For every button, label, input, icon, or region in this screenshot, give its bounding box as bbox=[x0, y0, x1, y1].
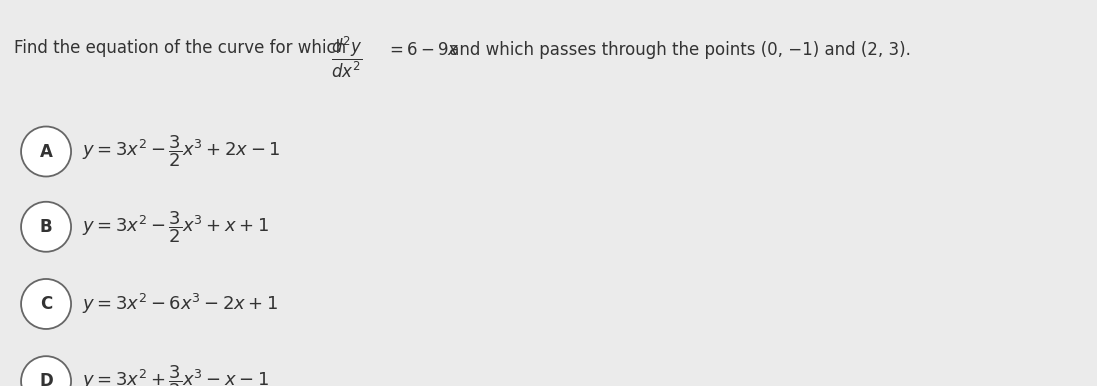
Text: D: D bbox=[39, 372, 53, 386]
Ellipse shape bbox=[21, 127, 71, 176]
Ellipse shape bbox=[21, 356, 71, 386]
Text: $y=3x^2-6x^3-2x+1$: $y=3x^2-6x^3-2x+1$ bbox=[82, 292, 279, 316]
Text: $y=3x^2-\dfrac{3}{2}x^3+x+1$: $y=3x^2-\dfrac{3}{2}x^3+x+1$ bbox=[82, 209, 269, 245]
Text: A: A bbox=[39, 142, 53, 161]
Text: $y=3x^2-\dfrac{3}{2}x^3+2x-1$: $y=3x^2-\dfrac{3}{2}x^3+2x-1$ bbox=[82, 134, 281, 169]
Text: B: B bbox=[39, 218, 53, 236]
Text: $=6-9x$: $=6-9x$ bbox=[386, 41, 460, 59]
Text: $y=3x^2+\dfrac{3}{2}x^3-x-1$: $y=3x^2+\dfrac{3}{2}x^3-x-1$ bbox=[82, 363, 269, 386]
Ellipse shape bbox=[21, 202, 71, 252]
Text: $\dfrac{d^2y}{dx^2}$: $\dfrac{d^2y}{dx^2}$ bbox=[331, 35, 363, 80]
Text: Find the equation of the curve for which: Find the equation of the curve for which bbox=[14, 39, 347, 57]
Text: and which passes through the points (0, −1) and (2, 3).: and which passes through the points (0, … bbox=[444, 41, 912, 59]
Text: C: C bbox=[39, 295, 53, 313]
Ellipse shape bbox=[21, 279, 71, 329]
